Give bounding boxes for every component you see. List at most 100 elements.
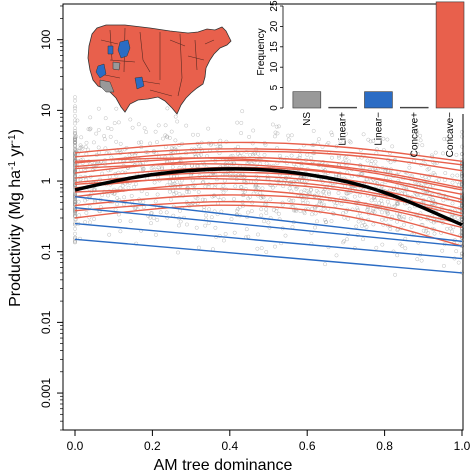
data-point xyxy=(96,106,101,111)
data-point xyxy=(73,220,77,225)
data-point xyxy=(441,263,446,268)
x-axis-title: AM tree dominance xyxy=(154,457,293,474)
data-point xyxy=(368,162,373,167)
data-point xyxy=(302,211,307,216)
data-point xyxy=(178,219,183,224)
data-point xyxy=(366,137,371,142)
data-point xyxy=(385,199,390,204)
data-point xyxy=(460,233,464,238)
data-point xyxy=(420,143,425,148)
data-point xyxy=(114,106,119,111)
data-point xyxy=(221,197,226,202)
data-point xyxy=(167,180,172,184)
data-point xyxy=(88,115,93,120)
data-point xyxy=(383,217,388,222)
data-point xyxy=(103,116,108,121)
data-point xyxy=(84,210,89,215)
data-point xyxy=(239,120,244,125)
data-point xyxy=(310,206,315,211)
data-point xyxy=(433,150,438,155)
data-point xyxy=(289,153,294,158)
data-point xyxy=(73,98,77,103)
data-point xyxy=(324,220,328,225)
data-point xyxy=(400,243,404,248)
data-point xyxy=(118,229,123,234)
x-tick-label: 0.0 xyxy=(67,439,84,453)
y-tick-label: 100 xyxy=(39,29,53,49)
data-point xyxy=(454,249,459,254)
data-point xyxy=(356,219,361,224)
ecoregion-fit-line xyxy=(74,196,463,243)
data-point xyxy=(250,141,255,146)
data-point xyxy=(161,136,165,141)
data-point xyxy=(73,153,77,158)
data-point xyxy=(152,180,157,185)
data-point xyxy=(402,222,406,227)
data-point xyxy=(380,202,385,206)
data-point xyxy=(407,165,412,170)
data-point xyxy=(246,210,250,215)
data-point xyxy=(204,213,208,218)
data-point xyxy=(407,206,412,211)
data-point xyxy=(274,206,279,211)
data-point xyxy=(271,207,276,212)
data-point xyxy=(450,201,455,206)
data-point xyxy=(149,221,153,226)
inset-bar xyxy=(364,91,393,109)
data-point xyxy=(391,249,396,254)
data-point xyxy=(210,247,215,252)
inset-bars xyxy=(292,1,465,109)
data-point xyxy=(354,224,359,229)
data-point xyxy=(371,222,376,227)
data-point xyxy=(75,118,80,123)
data-point xyxy=(272,134,277,139)
data-point xyxy=(298,153,303,158)
map-ecoregion-lines xyxy=(99,27,215,97)
data-point xyxy=(283,233,288,238)
data-point xyxy=(73,121,77,126)
data-point xyxy=(270,122,275,127)
data-point xyxy=(262,219,266,224)
data-point xyxy=(355,206,360,211)
data-point xyxy=(156,123,161,128)
data-point xyxy=(373,159,378,164)
data-point xyxy=(365,158,370,163)
data-point xyxy=(224,139,229,144)
data-point xyxy=(395,253,400,258)
data-point xyxy=(73,226,77,231)
data-point xyxy=(197,144,201,149)
data-point xyxy=(397,215,402,220)
x-tick-label: 0.2 xyxy=(144,439,161,453)
data-point xyxy=(339,202,344,207)
ecoregion-fit-line xyxy=(74,157,463,191)
data-point xyxy=(286,137,291,142)
y-tick-label: 10 xyxy=(39,103,53,117)
data-point xyxy=(256,185,261,190)
data-point xyxy=(73,170,77,174)
data-point xyxy=(259,246,264,251)
data-point xyxy=(388,160,393,165)
data-point xyxy=(460,152,464,157)
data-point xyxy=(88,195,92,200)
data-point xyxy=(388,226,393,231)
data-point xyxy=(372,210,377,215)
data-point xyxy=(259,207,264,212)
data-point xyxy=(145,192,149,196)
data-point xyxy=(115,196,120,201)
data-point xyxy=(402,215,407,220)
data-point xyxy=(418,133,423,138)
data-point xyxy=(170,151,175,156)
data-point xyxy=(409,224,414,229)
data-point xyxy=(83,220,88,225)
data-point xyxy=(460,171,464,176)
data-point xyxy=(369,159,374,164)
data-point xyxy=(277,172,282,177)
data-point xyxy=(388,150,392,155)
scatter-points xyxy=(73,84,464,277)
data-point xyxy=(134,241,139,246)
data-point xyxy=(460,204,464,209)
data-point xyxy=(379,198,384,203)
data-point xyxy=(460,172,464,177)
data-point xyxy=(107,232,112,237)
